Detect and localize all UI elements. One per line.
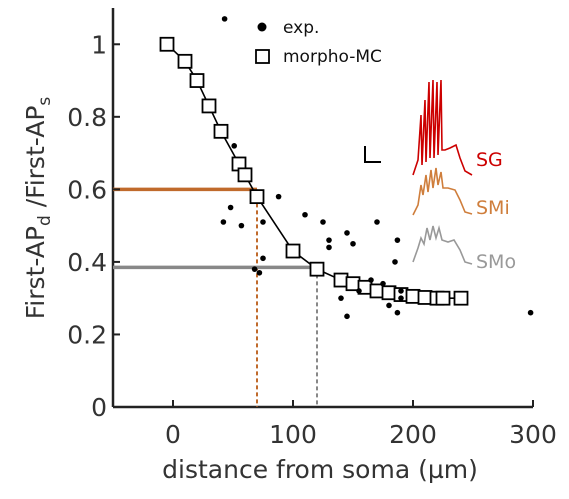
x-tick-label: 200: [389, 420, 437, 449]
exp-markers: [220, 16, 534, 320]
data-point-square: [453, 290, 469, 306]
data-point-dot: [356, 288, 362, 294]
data-point-square: [285, 243, 301, 259]
data-point-dot: [394, 237, 401, 243]
data-point-square: [213, 123, 229, 139]
data-point-dot: [392, 259, 398, 265]
y-axis-title: First-APd /First-APs: [21, 97, 55, 320]
data-point-dot: [326, 237, 332, 243]
data-point-square: [177, 53, 193, 69]
data-point-dot: [398, 295, 404, 301]
data-point-dot: [374, 219, 380, 225]
data-point-dot: [320, 219, 326, 225]
data-point-square: [201, 98, 217, 114]
trace-smi: [412, 167, 473, 216]
data-point-dot: [380, 280, 386, 287]
data-point-dot: [238, 222, 245, 229]
data-point-dot: [527, 309, 534, 316]
data-point-dot: [256, 269, 263, 276]
legend: exp. morpho-MC: [255, 18, 382, 67]
data-point-dot: [302, 211, 308, 218]
scale-bar: [364, 146, 381, 163]
data-point-square: [333, 272, 349, 288]
data-point-square: [189, 73, 205, 88]
x-tick-label: 300: [509, 420, 557, 449]
data-point-square: [159, 36, 175, 52]
trace-label-smi: SMi: [476, 197, 510, 219]
data-point-dot: [394, 309, 401, 316]
y-tick-label: 1: [91, 30, 107, 59]
data-point-square: [417, 290, 433, 305]
data-point-dot: [326, 244, 332, 251]
data-point-dot: [231, 143, 237, 149]
trace-sg: [412, 79, 473, 176]
data-point-square: [237, 167, 253, 183]
trace-smo: [412, 224, 473, 265]
data-point-dot: [260, 255, 266, 262]
legend-marker-exp: [257, 22, 267, 32]
data-point-dot: [221, 16, 228, 22]
y-tick-label: 0.8: [67, 103, 107, 132]
data-point-dot: [386, 302, 392, 309]
y-tick-label: 0.6: [67, 175, 107, 204]
inset-traces: SG SMi SMo: [412, 79, 516, 273]
y-tick-label: 0.2: [67, 320, 107, 349]
data-point-dot: [275, 193, 282, 200]
data-point-dot: [344, 313, 350, 320]
trace-label-sg: SG: [476, 149, 503, 171]
data-point-dot: [260, 219, 266, 225]
data-point-square: [369, 283, 385, 299]
data-point-dot: [220, 219, 227, 225]
data-point-square: [345, 276, 361, 292]
data-point-dot: [350, 240, 356, 247]
data-point-square: [405, 288, 421, 304]
legend-marker-morpho-mc: [255, 49, 270, 64]
data-point-square: [249, 189, 265, 205]
y-tick-label: 0: [91, 393, 107, 422]
morpho-mc-line: [166, 43, 461, 299]
x-axis-title: distance from soma (µm): [162, 455, 478, 484]
legend-label-exp: exp.: [283, 18, 319, 38]
data-point-square: [435, 290, 451, 306]
reference-lines: [113, 187, 318, 407]
x-tick-label: 0: [165, 420, 181, 449]
y-ticks: 0 0.2 0.4 0.6 0.8 1: [67, 30, 120, 422]
data-point-dot: [227, 204, 234, 211]
x-ticks: 0 100 200 300: [165, 400, 557, 449]
x-tick-label: 100: [269, 420, 317, 449]
data-point-square: [309, 261, 325, 277]
data-point-dot: [344, 230, 350, 236]
data-point-square: [381, 285, 397, 301]
morpho-mc-markers: [159, 36, 469, 306]
data-point-dot: [251, 266, 258, 272]
series-line: [166, 43, 461, 299]
y-tick-label: 0.4: [67, 248, 107, 277]
trace-label-smo: SMo: [476, 251, 516, 273]
legend-label-morpho-mc: morpho-MC: [283, 47, 382, 67]
data-point-dot: [368, 277, 374, 283]
data-point-dot: [398, 288, 404, 294]
data-point-dot: [338, 295, 344, 301]
